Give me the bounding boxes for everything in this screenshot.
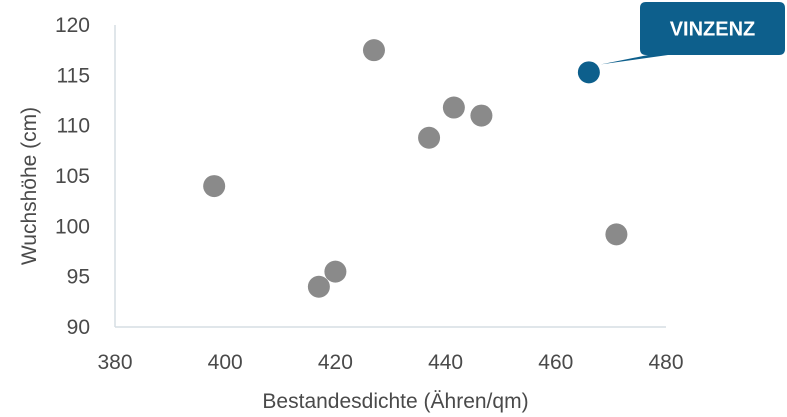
data-point xyxy=(324,260,347,283)
y-tick-labels: 90 95 100 105 110 115 120 xyxy=(55,14,90,339)
data-point xyxy=(418,126,441,149)
callout-box xyxy=(600,2,785,65)
x-tick-label: 480 xyxy=(648,351,683,374)
data-point xyxy=(470,104,493,127)
y-axis-title: Wuchshöhe (cm) xyxy=(18,107,41,265)
x-tick-label: 460 xyxy=(538,351,573,374)
y-tick-label: 115 xyxy=(57,64,90,87)
x-tick-label: 420 xyxy=(318,351,353,374)
y-tick-label: 95 xyxy=(67,266,90,289)
y-tick-label: 100 xyxy=(55,215,90,238)
data-point xyxy=(442,96,465,119)
data-points xyxy=(203,39,628,298)
y-tick-label: 105 xyxy=(55,165,90,188)
x-tick-label: 380 xyxy=(97,351,132,374)
x-tick-label: 400 xyxy=(208,351,243,374)
highlight-callout: VINZENZ xyxy=(600,2,785,65)
highlight-point xyxy=(577,61,600,84)
x-tick-label: 440 xyxy=(428,351,463,374)
data-point xyxy=(307,275,330,298)
axes xyxy=(114,25,666,328)
data-point xyxy=(362,39,385,62)
data-point xyxy=(605,223,628,246)
data-point xyxy=(203,175,226,198)
callout-label: VINZENZ xyxy=(670,19,756,41)
y-tick-label: 120 xyxy=(55,14,90,37)
x-tick-labels: 380 400 420 440 460 480 xyxy=(97,351,683,374)
y-tick-label: 90 xyxy=(67,316,90,339)
y-tick-label: 110 xyxy=(57,115,90,138)
x-axis-title: Bestandesdichte (Ähren/qm) xyxy=(262,390,528,413)
